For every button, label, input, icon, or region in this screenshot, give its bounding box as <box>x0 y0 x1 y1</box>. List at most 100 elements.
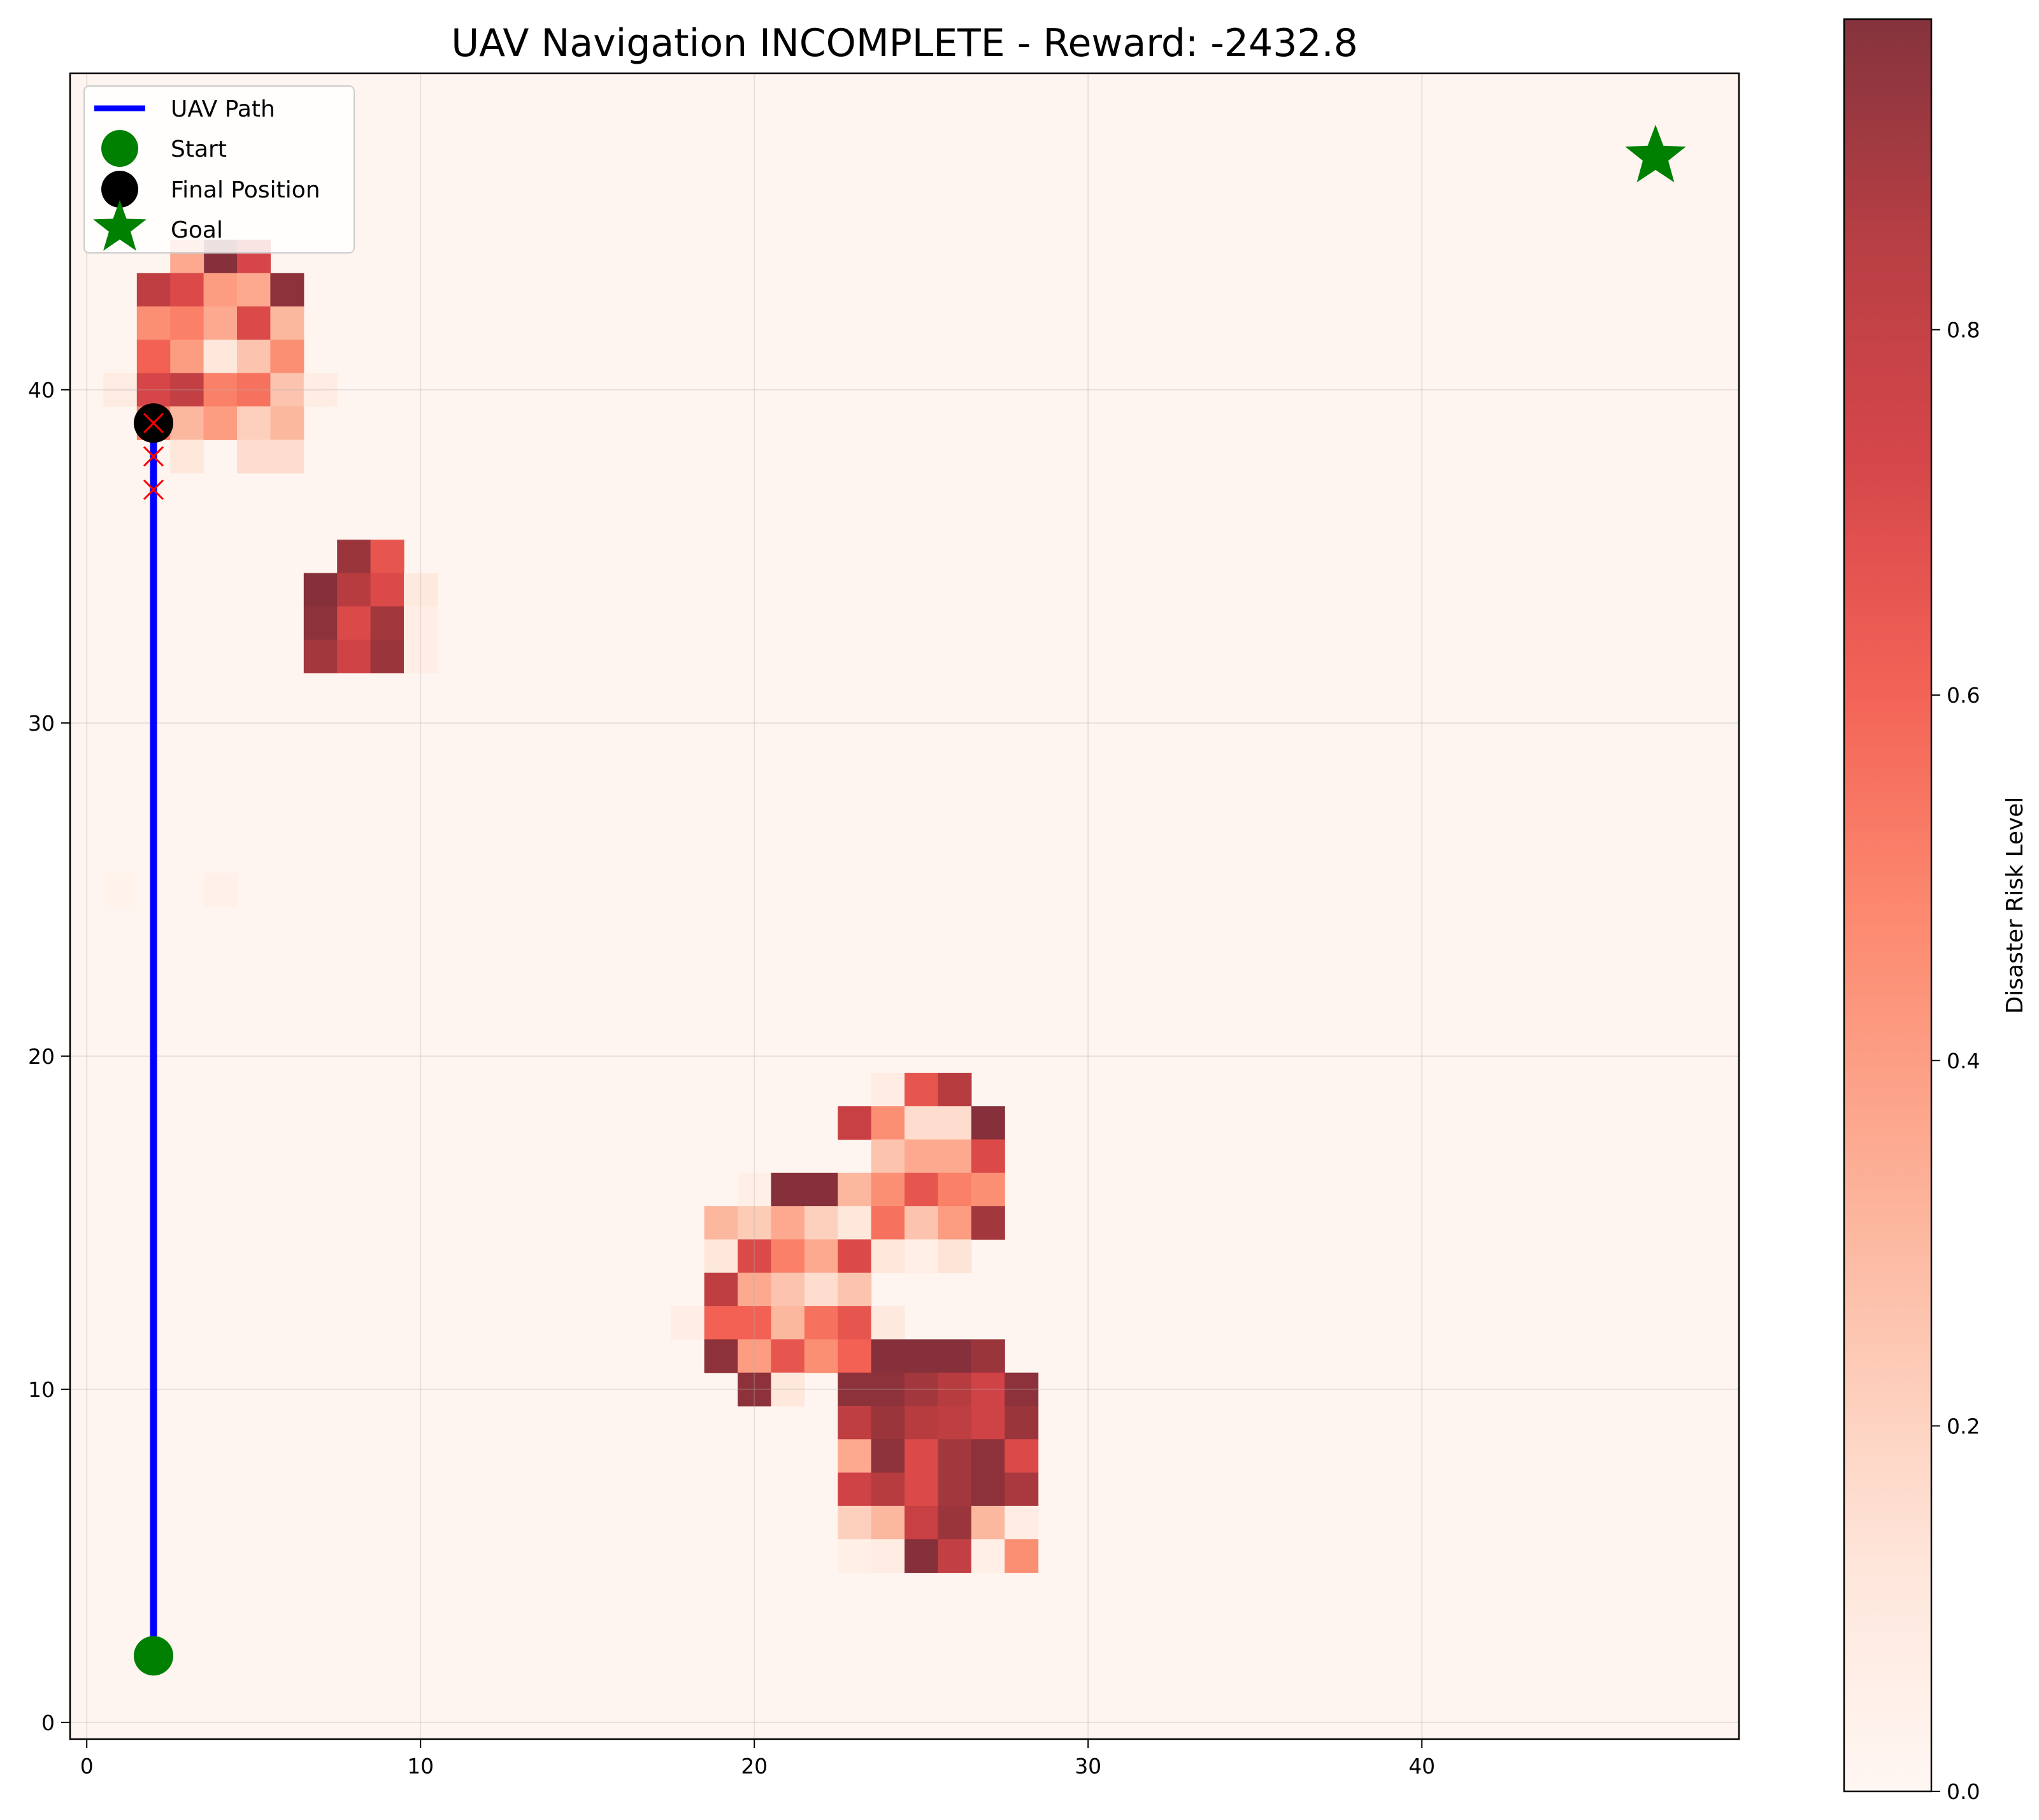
risk-cell <box>938 1172 972 1207</box>
risk-cell <box>938 1339 972 1373</box>
risk-cell <box>203 373 238 407</box>
risk-cell <box>237 373 271 407</box>
risk-cell <box>905 1239 938 1273</box>
risk-cell <box>838 1372 872 1407</box>
chart-title: UAV Navigation INCOMPLETE - Reward: -243… <box>451 21 1358 66</box>
risk-cell <box>905 1206 938 1240</box>
collision-marker <box>143 479 164 500</box>
y-axis: 0 10 20 30 40 <box>28 378 70 1735</box>
risk-cell <box>938 1106 972 1140</box>
risk-cell <box>203 306 238 340</box>
marker-goal <box>1625 124 1686 183</box>
risk-cell <box>838 1272 872 1307</box>
risk-cell <box>370 606 404 640</box>
colorbar-tick-label: 0.0 <box>1947 1779 1980 1804</box>
risk-cell <box>738 1172 771 1207</box>
risk-cell <box>270 406 304 440</box>
marker-layer <box>134 124 1686 1676</box>
risk-cell <box>971 1505 1005 1540</box>
risk-cell <box>404 640 438 673</box>
risk-cell <box>905 1172 938 1207</box>
risk-cell <box>971 1372 1005 1407</box>
risk-cell <box>337 606 371 640</box>
risk-cell <box>871 1406 905 1440</box>
risk-cell <box>704 1239 738 1273</box>
risk-cell <box>971 1406 1005 1440</box>
risk-cell <box>771 1172 805 1207</box>
x-tick-label: 20 <box>741 1754 768 1779</box>
risk-cell <box>871 1206 905 1240</box>
colorbar-tick-label: 0.6 <box>1947 683 1980 708</box>
legend-swatch-goal <box>93 200 147 251</box>
risk-cell <box>838 1505 872 1540</box>
risk-cell <box>971 1472 1005 1507</box>
risk-cell <box>905 1139 938 1173</box>
risk-cell <box>370 573 404 607</box>
colorbar-label: Disaster Risk Level <box>2002 797 2028 1014</box>
risk-cell <box>804 1239 838 1273</box>
risk-cell <box>905 1372 938 1407</box>
risk-cell <box>704 1306 738 1340</box>
risk-cell <box>237 273 271 307</box>
marker-start <box>134 1636 173 1676</box>
risk-cell <box>738 1372 771 1407</box>
legend-label-uav-path: UAV Path <box>171 96 275 122</box>
legend: UAV Path Start Final Position Goal <box>83 85 355 254</box>
risk-cell <box>838 1539 872 1573</box>
legend-label-goal: Goal <box>171 217 223 243</box>
risk-cell <box>704 1206 738 1240</box>
risk-cell <box>170 273 204 307</box>
y-tick-label: 40 <box>28 378 55 403</box>
risk-cell <box>838 1239 872 1273</box>
risk-cell <box>938 1505 972 1540</box>
risk-cell <box>938 1206 972 1240</box>
risk-cell <box>237 406 271 440</box>
risk-cell <box>871 1306 905 1340</box>
colorbar-tick-label: 0.2 <box>1947 1414 1980 1438</box>
legend-swatch-final-position <box>101 171 138 208</box>
risk-cell <box>971 1106 1005 1140</box>
plot-area: 0 10 20 30 40 0 10 20 30 40 <box>28 72 1740 1779</box>
risk-cell <box>871 1339 905 1373</box>
risk-cell <box>771 1272 805 1307</box>
risk-cell <box>738 1272 771 1307</box>
risk-cell <box>1005 1539 1039 1573</box>
collision-stroke <box>143 479 164 500</box>
risk-cell <box>170 340 204 374</box>
risk-cell <box>136 306 171 340</box>
risk-cell <box>871 1372 905 1407</box>
risk-cell <box>938 1239 972 1273</box>
collision-stroke <box>143 413 164 434</box>
risk-cell <box>838 1106 872 1140</box>
risk-cell <box>838 1306 872 1340</box>
legend-label-final-position: Final Position <box>171 177 320 203</box>
risk-cell <box>203 273 238 307</box>
collision-marker <box>143 446 164 467</box>
risk-cell <box>404 606 438 640</box>
risk-cell <box>905 1439 938 1473</box>
risk-cell <box>838 1206 872 1240</box>
risk-cell <box>871 1106 905 1140</box>
risk-cell <box>838 1339 872 1373</box>
risk-cell <box>971 1439 1005 1473</box>
colorbar-tick-label: 0.4 <box>1947 1049 1980 1073</box>
risk-cell <box>905 1339 938 1373</box>
risk-cell <box>738 1206 771 1240</box>
risk-cell <box>1005 1372 1039 1407</box>
risk-cell <box>270 440 304 474</box>
risk-cell <box>170 373 204 407</box>
risk-cell <box>170 406 204 440</box>
risk-cell <box>1005 1406 1039 1440</box>
risk-cell <box>804 1172 838 1207</box>
collision-marker <box>143 413 164 434</box>
colorbar-frame <box>1843 18 1933 1793</box>
risk-cell <box>270 373 304 407</box>
risk-cell <box>905 1505 938 1540</box>
risk-cell <box>136 273 171 307</box>
risk-cell <box>671 1306 705 1340</box>
colorbar-gradient <box>1844 19 1931 1791</box>
risk-cell <box>938 1139 972 1173</box>
risk-cell <box>804 1306 838 1340</box>
risk-cell <box>971 1139 1005 1173</box>
